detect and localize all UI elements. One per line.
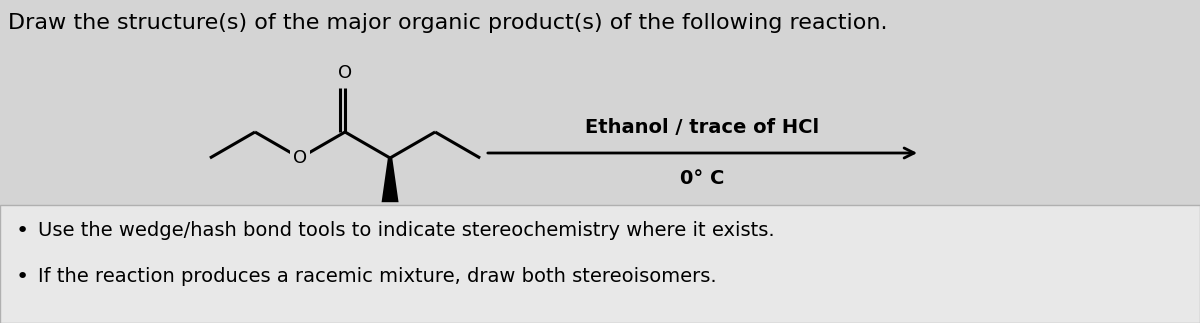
Text: O: O bbox=[338, 64, 352, 82]
Text: If the reaction produces a racemic mixture, draw both stereoisomers.: If the reaction produces a racemic mixtu… bbox=[38, 267, 716, 287]
Text: Ethanol / trace of HCl: Ethanol / trace of HCl bbox=[586, 118, 820, 137]
Text: •: • bbox=[16, 221, 29, 241]
Text: Draw the structure(s) of the major organic product(s) of the following reaction.: Draw the structure(s) of the major organ… bbox=[8, 13, 888, 33]
Text: O: O bbox=[293, 149, 307, 167]
Text: Use the wedge/hash bond tools to indicate stereochemistry where it exists.: Use the wedge/hash bond tools to indicat… bbox=[38, 222, 775, 241]
Polygon shape bbox=[382, 158, 398, 202]
Text: •: • bbox=[16, 267, 29, 287]
Text: 0° C: 0° C bbox=[680, 169, 725, 188]
FancyBboxPatch shape bbox=[0, 205, 1200, 323]
